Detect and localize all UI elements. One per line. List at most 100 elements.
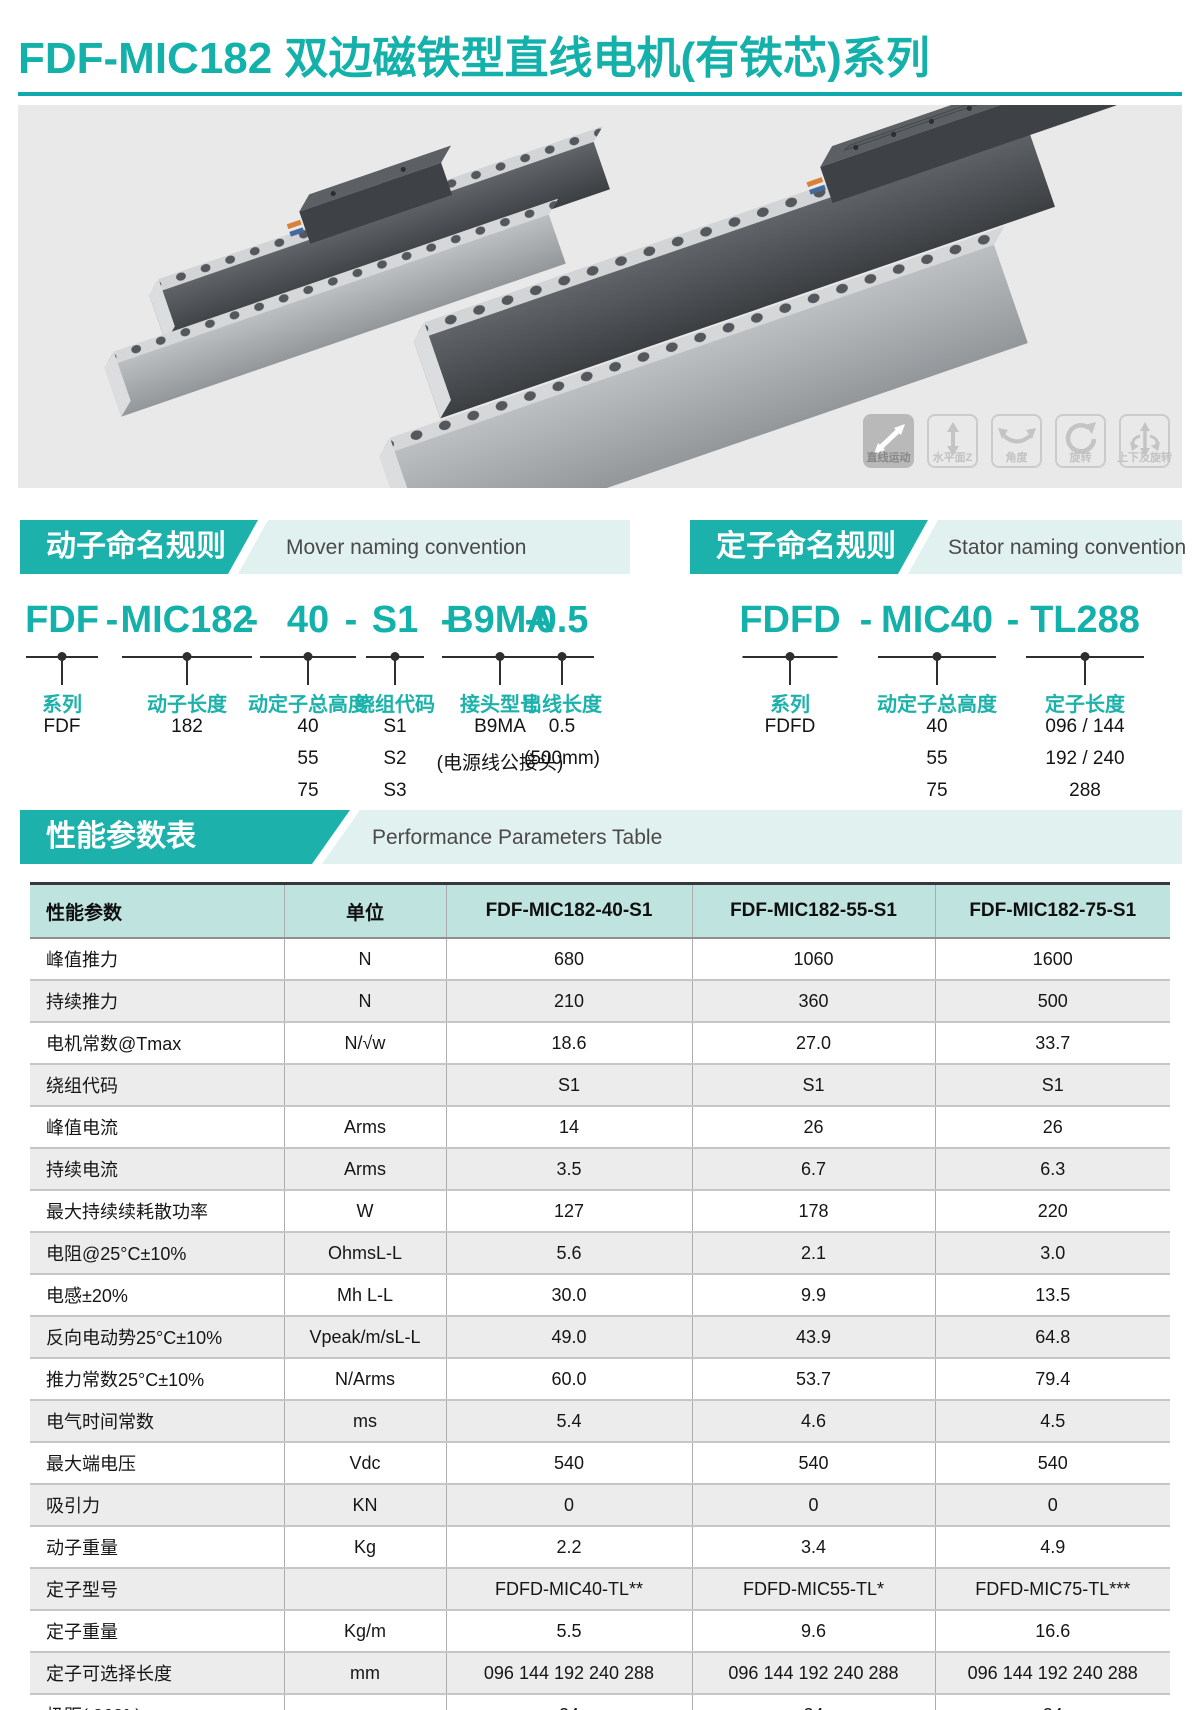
table-row: 持续推力 N 210 360 500 (30, 979, 1170, 1022)
stator-section-title-en: Stator naming convention (948, 536, 1187, 559)
value-cell: 127 (445, 1189, 692, 1232)
value-cell: 540 (691, 1441, 935, 1484)
naming-column-value: FDF (43, 716, 81, 737)
naming-column-value: S3 (383, 780, 407, 801)
value-cell: 0 (691, 1483, 935, 1526)
naming-column-label: 出线长度 (522, 694, 602, 716)
value-cell: 49.0 (445, 1315, 692, 1358)
table-row: 电阻@25°C±10% OhmsL-L 5.6 2.1 3.0 (30, 1231, 1170, 1274)
value-cell: ms (283, 1399, 446, 1442)
table-row: 峰值电流 Arms 14 26 26 (30, 1105, 1170, 1148)
value-cell: FDFD-MIC55-TL* (691, 1567, 935, 1610)
value-cell: 9.6 (691, 1609, 935, 1652)
naming-column-value: 40 (297, 716, 319, 737)
value-cell: 210 (445, 979, 692, 1022)
value-cell: mm (283, 1651, 446, 1694)
value-cell (283, 1063, 446, 1106)
value-cell: 64.8 (934, 1315, 1170, 1358)
value-cell: 43.9 (691, 1315, 935, 1358)
motion-tile-label: 水平面Z (932, 452, 973, 464)
value-cell: N (283, 979, 446, 1022)
naming-column-label: 系列 (42, 694, 82, 716)
naming-code-segment: MIC40 (881, 599, 993, 641)
row-label-cell: 定子型号 (30, 1567, 284, 1610)
value-cell: 360 (691, 979, 935, 1022)
tick-stem (499, 656, 501, 685)
value-cell: 1060 (691, 937, 935, 980)
value-cell: OhmsL-L (283, 1231, 446, 1274)
naming-code-segment: FDF (25, 599, 99, 641)
linear-motion-icon (873, 424, 905, 454)
value-cell: FDFD-MIC40-TL** (445, 1567, 692, 1610)
header-cell: FDF-MIC182-40-S1 (445, 883, 692, 938)
row-label-cell: 定子可选择长度 (30, 1651, 284, 1694)
mover-band-mint (238, 520, 630, 574)
tick-stem (186, 656, 188, 685)
naming-column-value: 096 / 144 (1045, 716, 1125, 737)
value-cell: 6.3 (934, 1147, 1170, 1190)
value-cell: 79.4 (934, 1357, 1170, 1400)
naming-column-value: 192 / 240 (1045, 748, 1125, 769)
value-cell: 1600 (934, 937, 1170, 980)
row-label-cell: 吸引力 (30, 1483, 284, 1526)
mover-section-title-zh: 动子命名规则 (46, 530, 226, 563)
value-cell: 3.5 (445, 1147, 692, 1190)
table-row: 绕组代码 S1 S1 S1 (30, 1063, 1170, 1106)
row-label-cell: 峰值电流 (30, 1105, 284, 1148)
row-label-cell: 绕组代码 (30, 1063, 284, 1106)
header-cell: 性能参数 (30, 883, 284, 938)
table-row: 电机常数@Tmax N/√w 18.6 27.0 33.7 (30, 1021, 1170, 1064)
naming-column-value: FDFD (764, 716, 816, 737)
value-cell: Vpeak/m/sL-L (283, 1315, 446, 1358)
naming-column-label: 系列 (770, 694, 810, 716)
value-cell: 16.6 (934, 1609, 1170, 1652)
naming-column-label: 绕组代码 (355, 694, 435, 716)
naming-code-segment: B9MA (446, 599, 554, 641)
naming-column-value: 40 (926, 716, 948, 737)
value-cell: 5.4 (445, 1399, 692, 1442)
table-header-row: 性能参数 单位 FDF-MIC182-40-S1 FDF-MIC182-55-S1 FD… (30, 883, 1170, 938)
table-row: 定子重量 Kg/m 5.5 9.6 16.6 (30, 1609, 1170, 1652)
naming-code-separator: - (105, 599, 119, 641)
row-label-cell: 电感±20% (30, 1273, 284, 1316)
row-label-cell: 动子重量 (30, 1525, 284, 1568)
updown-rotation-icon (1129, 422, 1160, 457)
motion-tile-label: 上下及旋转 (1117, 452, 1172, 464)
value-cell: 27.0 (691, 1021, 935, 1064)
value-cell: 096 144 192 240 288 (934, 1651, 1170, 1694)
value-cell: 14 (445, 1105, 692, 1148)
stator-section-title-zh: 定子命名规则 (716, 530, 896, 563)
table-row: 电气时间常数 ms 5.4 4.6 4.5 (30, 1399, 1170, 1442)
tick-stem (789, 656, 791, 685)
row-label-cell: 推力常数25°C±10% (30, 1357, 284, 1400)
value-cell: 500 (934, 979, 1170, 1022)
row-label-cell: 持续电流 (30, 1147, 284, 1190)
value-cell (283, 1567, 446, 1610)
performance-table-body: 峰值推力 N 680 1060 1600 持续推力 N 210 360 500 电机常数@Tmax N… (30, 937, 1170, 1710)
value-cell: 096 144 192 240 288 (691, 1651, 935, 1694)
naming-column-value: 55 (926, 748, 948, 769)
header-cell: 单位 (283, 883, 446, 938)
value-cell: KN (283, 1483, 446, 1526)
tick-stem (307, 656, 309, 685)
value-cell: 2.1 (691, 1231, 935, 1274)
value-cell: Kg/m (283, 1609, 446, 1652)
naming-code-segment: 40 (286, 599, 330, 641)
naming-code-separator: - (440, 599, 454, 641)
value-cell: N/Arms (283, 1357, 446, 1400)
value-cell: 24 (445, 1693, 692, 1710)
value-cell: 4.5 (934, 1399, 1170, 1442)
performance-table: 性能参数 单位 FDF-MIC182-40-S1 FDF-MIC182-55-S1 FD… (30, 882, 1170, 1710)
naming-column-value: 75 (297, 780, 319, 801)
naming-code-separator: - (524, 599, 538, 641)
title-underline (18, 92, 1182, 96)
value-cell: 13.5 (934, 1273, 1170, 1316)
tick-stem (561, 656, 563, 685)
table-row: 极距( 360° )mm242424 (30, 1693, 1170, 1710)
row-label-cell: 电机常数@Tmax (30, 1021, 284, 1064)
product-image-panel: 直线运动 水平面Z 角度 (18, 105, 1182, 488)
motion-tile-angle: 角度 (991, 414, 1042, 468)
motion-tile-horizontal-z: 水平面Z (927, 414, 978, 468)
performance-band-mint (322, 810, 1182, 864)
